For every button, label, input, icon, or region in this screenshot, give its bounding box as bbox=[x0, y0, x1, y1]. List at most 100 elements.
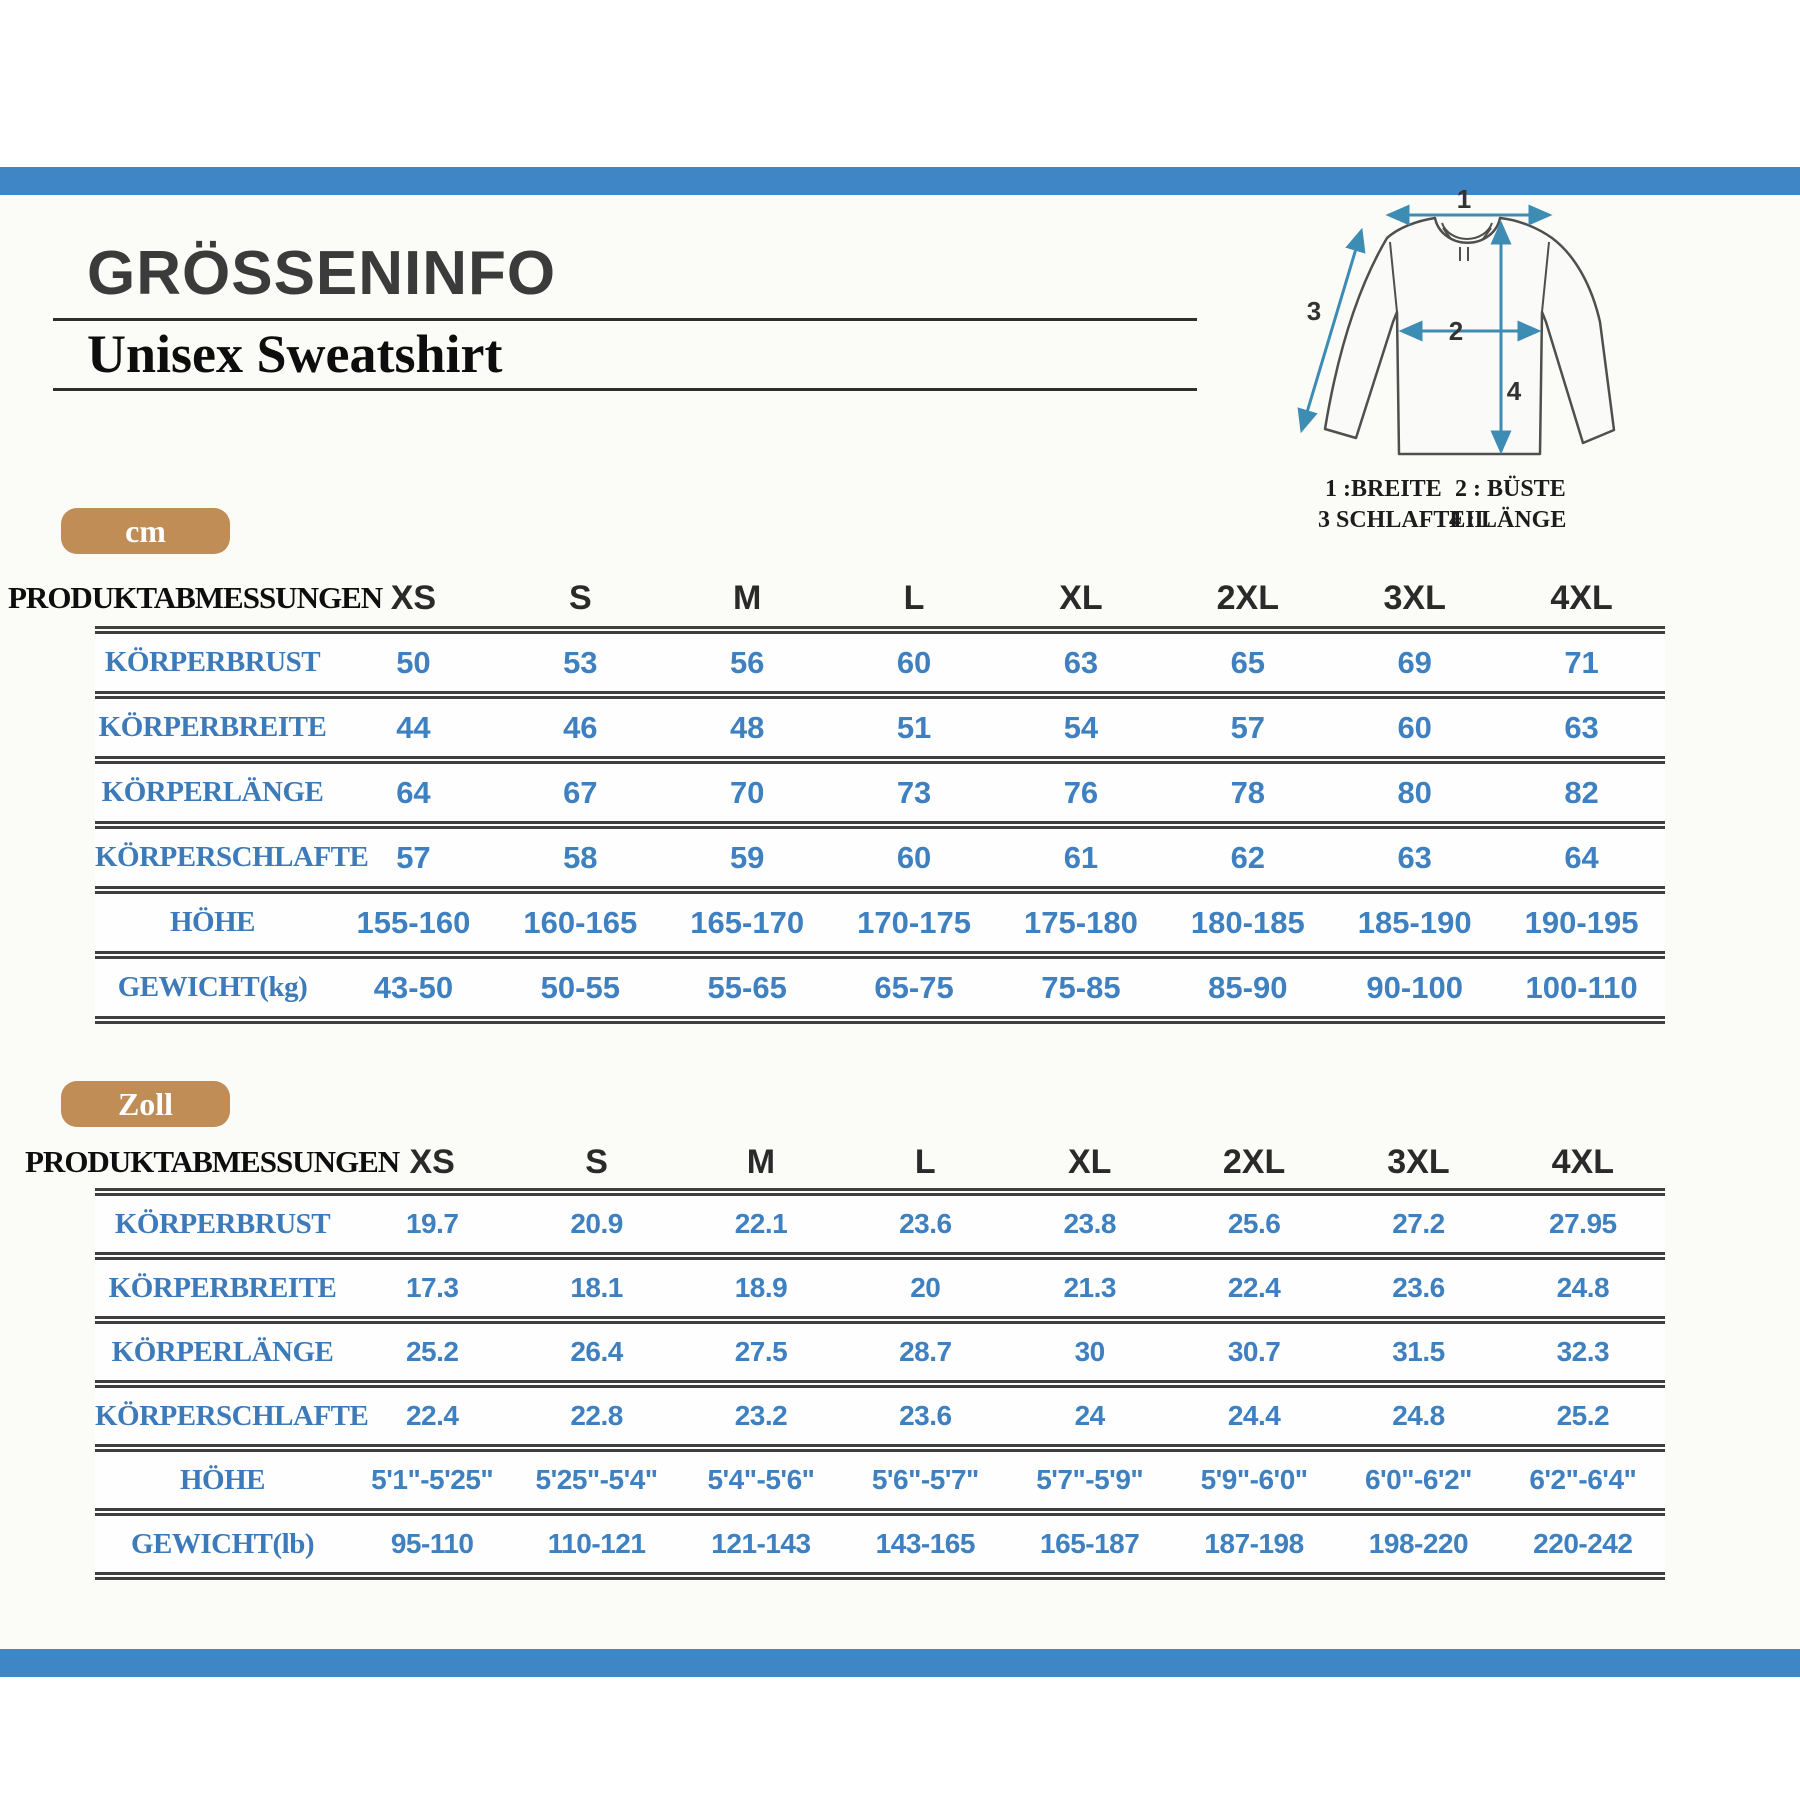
size-col-header: M bbox=[746, 1142, 776, 1181]
size-value-cell: 27.5 bbox=[678, 1320, 844, 1384]
size-value-cell: 30.7 bbox=[1171, 1320, 1337, 1384]
sweatshirt-outline bbox=[1323, 216, 1616, 456]
table-row: KÖRPERBRUST 19.7 20.9 22.1 23.6 23.8 25.6 27.2 2… bbox=[95, 1192, 1665, 1256]
table-row: HÖHE 5'1"-5'25" 5'25"-5'4" 5'4"-5'6" 5'6"-5'… bbox=[95, 1448, 1665, 1512]
size-value-cell: 60 bbox=[830, 825, 998, 890]
sleeve-arrow bbox=[1297, 227, 1366, 434]
table-row: KÖRPERBREITE 17.3 18.1 18.9 20 21.3 22.4 23.6 24… bbox=[95, 1256, 1665, 1320]
size-value-cell: 80 bbox=[1331, 760, 1499, 825]
size-value-cell: 110-121 bbox=[514, 1512, 679, 1576]
size-value-cell: 160-165 bbox=[496, 890, 664, 955]
size-value-cell: 43-50 bbox=[330, 955, 497, 1020]
marker-1: 1 bbox=[1457, 184, 1471, 214]
size-value-cell: 65 bbox=[1164, 630, 1332, 695]
size-col-header: XL bbox=[1067, 1142, 1112, 1181]
table-row: KÖRPERBRUST 50 53 56 60 63 65 69 71 bbox=[95, 630, 1665, 695]
size-value-cell: 69 bbox=[1331, 630, 1499, 695]
size-value-cell: 25.2 bbox=[1500, 1384, 1665, 1448]
table-row: KÖRPERLÄNGE 25.2 26.4 27.5 28.7 30 30.7 31.5 32.… bbox=[95, 1320, 1665, 1384]
size-value-cell: 82 bbox=[1498, 760, 1665, 825]
size-value-cell: 22.1 bbox=[678, 1192, 844, 1256]
size-value-cell: 76 bbox=[997, 760, 1165, 825]
size-value-cell: 27.95 bbox=[1500, 1192, 1665, 1256]
size-value-cell: 18.1 bbox=[514, 1256, 679, 1320]
size-value-cell: 90-100 bbox=[1331, 955, 1499, 1020]
sweatshirt-diagram: 1 2 3 4 bbox=[1297, 184, 1616, 456]
size-header-row: PRODUKTABMESSUNGEN XS S M L XL 2XL 3XL 4XL bbox=[25, 1136, 1665, 1192]
marker-2: 2 bbox=[1449, 316, 1463, 346]
legend-breite: 1 :BREITE bbox=[1325, 476, 1442, 502]
size-value-cell: 175-180 bbox=[997, 890, 1165, 955]
size-value-cell: 44 bbox=[330, 695, 497, 760]
table-row: GEWICHT(lb) 95-110 110-121 121-143 143-165 16… bbox=[95, 1512, 1665, 1576]
row-label: KÖRPERSCHLAFTE bbox=[95, 825, 369, 890]
size-value-cell: 6'0"-6'2" bbox=[1336, 1448, 1501, 1512]
size-col-header: XS bbox=[409, 1142, 455, 1181]
size-value-cell: 54 bbox=[997, 695, 1165, 760]
cm_table-grid: PRODUKTABMESSUNGEN XS S M L XL 2XL 3XL 4XL KÖRPER… bbox=[8, 570, 1665, 1024]
size-value-cell: 24.4 bbox=[1171, 1384, 1337, 1448]
row-label: KÖRPERLÄNGE bbox=[95, 760, 330, 825]
size-value-cell: 143-165 bbox=[843, 1512, 1008, 1576]
size-value-cell: 22.8 bbox=[514, 1384, 679, 1448]
size-value-cell: 19.7 bbox=[350, 1192, 515, 1256]
size-value-cell: 64 bbox=[330, 760, 497, 825]
top-accent-bar bbox=[0, 167, 1800, 195]
size-value-cell: 23.6 bbox=[1336, 1256, 1501, 1320]
table-corner-label: PRODUKTABMESSUNGEN bbox=[25, 1144, 400, 1179]
legend-bueste: 2 : BÜSTE bbox=[1455, 476, 1566, 502]
size-value-cell: 71 bbox=[1498, 630, 1665, 695]
unit-badge-zoll: Zoll bbox=[61, 1081, 230, 1127]
collar-line bbox=[1441, 222, 1493, 240]
size-col-header: 4XL bbox=[1550, 578, 1613, 617]
size-value-cell: 67 bbox=[496, 760, 664, 825]
size-value-cell: 57 bbox=[330, 825, 497, 890]
subtitle-divider bbox=[53, 388, 1197, 391]
row-label: KÖRPERBREITE bbox=[95, 695, 330, 760]
size-value-cell: 6'2"-6'4" bbox=[1500, 1448, 1665, 1512]
size-value-cell: 57 bbox=[1164, 695, 1332, 760]
cm-size-table: PRODUKTABMESSUNGEN XS S M L XL 2XL 3XL 4XL KÖRPER… bbox=[8, 570, 1665, 1024]
size-value-cell: 60 bbox=[1331, 695, 1499, 760]
size-value-cell: 30 bbox=[1007, 1320, 1172, 1384]
unit-badge-zoll-label: Zoll bbox=[117, 1085, 174, 1122]
legend-laenge: 4 : LÄNGE bbox=[1449, 507, 1567, 533]
size-header-row: PRODUKTABMESSUNGEN XS S M L XL 2XL 3XL 4XL bbox=[8, 570, 1665, 630]
size-value-cell: 63 bbox=[997, 630, 1165, 695]
size-value-cell: 187-198 bbox=[1171, 1512, 1337, 1576]
size-value-cell: 24 bbox=[1007, 1384, 1172, 1448]
table-corner-label: PRODUKTABMESSUNGEN bbox=[8, 580, 383, 615]
table-row: GEWICHT(kg) 43-50 50-55 55-65 65-75 75-85 85-9… bbox=[95, 955, 1665, 1020]
product-title: Unisex Sweatshirt bbox=[87, 324, 503, 384]
size-value-cell: 95-110 bbox=[350, 1512, 515, 1576]
size-value-cell: 78 bbox=[1164, 760, 1332, 825]
size-value-cell: 198-220 bbox=[1336, 1512, 1501, 1576]
size-col-header: 4XL bbox=[1551, 1142, 1614, 1181]
size-col-header: S bbox=[568, 578, 592, 617]
row-label: HÖHE bbox=[95, 1448, 350, 1512]
row-label: KÖRPERLÄNGE bbox=[95, 1320, 350, 1384]
row-label: KÖRPERBRUST bbox=[95, 630, 330, 695]
size-value-cell: 21.3 bbox=[1007, 1256, 1172, 1320]
size-value-cell: 5'9"-6'0" bbox=[1171, 1448, 1337, 1512]
size-value-cell: 26.4 bbox=[514, 1320, 679, 1384]
size-value-cell: 220-242 bbox=[1500, 1512, 1665, 1576]
size-value-cell: 51 bbox=[830, 695, 998, 760]
size-value-cell: 48 bbox=[663, 695, 831, 760]
size-value-cell: 59 bbox=[663, 825, 831, 890]
size-value-cell: 85-90 bbox=[1164, 955, 1332, 1020]
size-value-cell: 50-55 bbox=[496, 955, 664, 1020]
row-label: HÖHE bbox=[95, 890, 330, 955]
table-row: KÖRPERBREITE 44 46 48 51 54 57 60 63 bbox=[95, 695, 1665, 760]
page-title: GRÖSSENINFO bbox=[87, 239, 557, 308]
size-col-header: M bbox=[733, 578, 762, 617]
size-value-cell: 50 bbox=[330, 630, 497, 695]
marker-3: 3 bbox=[1307, 296, 1321, 326]
size-col-header: 2XL bbox=[1216, 578, 1279, 617]
size-value-cell: 65-75 bbox=[830, 955, 998, 1020]
size-value-cell: 58 bbox=[496, 825, 664, 890]
size-value-cell: 23.8 bbox=[1007, 1192, 1172, 1256]
size-value-cell: 100-110 bbox=[1498, 955, 1665, 1020]
size-value-cell: 20 bbox=[843, 1256, 1008, 1320]
size-value-cell: 5'25"-5'4" bbox=[514, 1448, 679, 1512]
